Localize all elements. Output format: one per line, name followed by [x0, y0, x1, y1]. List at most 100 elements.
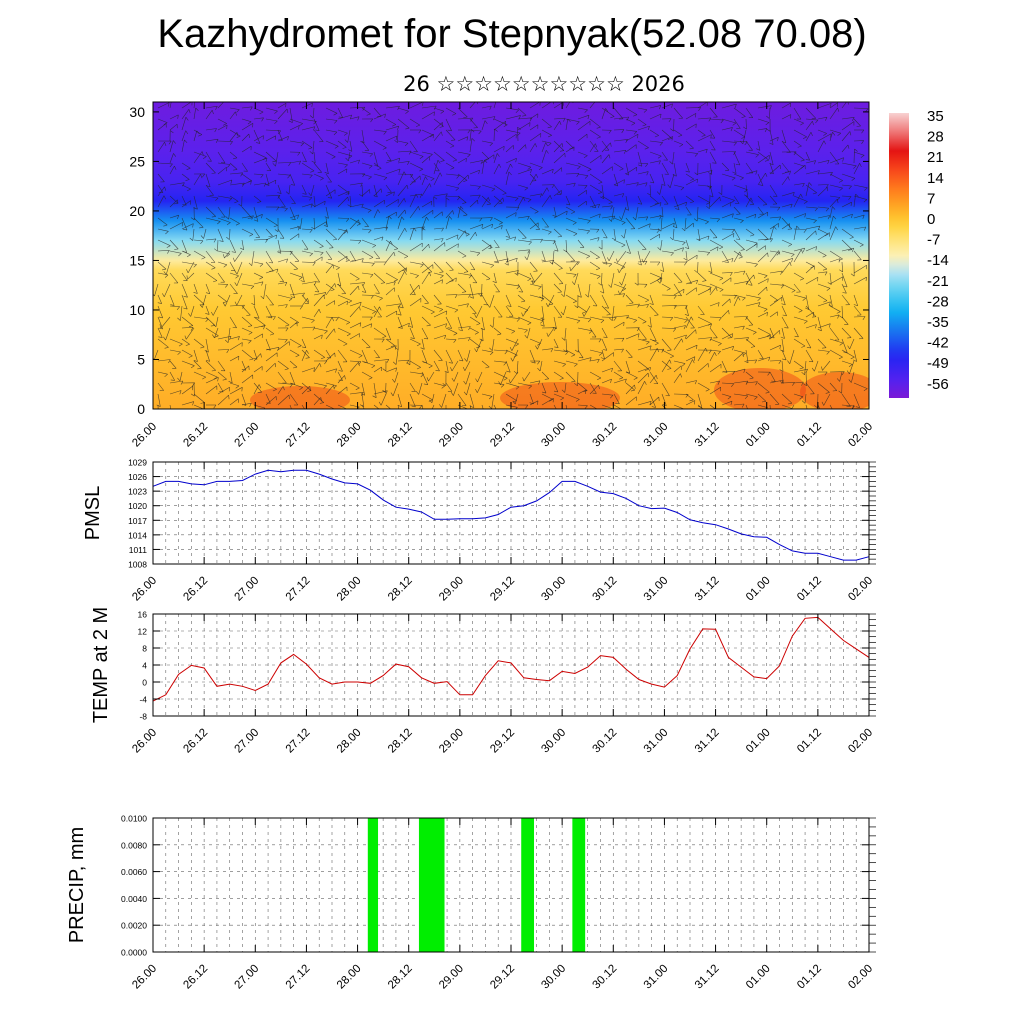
- wind-barb: [157, 102, 170, 109]
- wind-barb-flag: [789, 262, 792, 266]
- wind-barb: [349, 322, 361, 329]
- wind-barb-flag: [178, 343, 183, 347]
- wind-barb-flag: [757, 297, 761, 302]
- wind-barb: [205, 272, 218, 281]
- wind-barb: [421, 371, 429, 385]
- wind-barb: [757, 105, 772, 109]
- temp-ylabel: TEMP at 2 M: [90, 607, 112, 723]
- wind-barb-flag: [333, 328, 336, 333]
- wind-barb: [805, 132, 812, 142]
- wind-barb: [577, 404, 588, 406]
- wind-barb-flag: [805, 159, 810, 161]
- wind-barb-flag: [265, 158, 268, 163]
- wind-barb: [817, 349, 830, 352]
- wind-barb-flag: [535, 173, 539, 178]
- wind-barb: [709, 261, 713, 273]
- wind-barb: [517, 162, 531, 168]
- wind-barb-flag: [358, 240, 362, 244]
- wind-barb-flag: [158, 327, 163, 330]
- wind-barb: [637, 171, 649, 175]
- wind-barb-flag: [315, 129, 320, 131]
- wind-barb: [469, 393, 475, 408]
- wind-barb-flag: [498, 381, 501, 386]
- wind-barb: [661, 316, 673, 318]
- wind-barb: [181, 109, 190, 120]
- wind-barb-flag: [748, 284, 753, 286]
- wind-barb: [517, 127, 519, 142]
- wind-barb: [477, 382, 483, 393]
- wind-barb-flag: [404, 256, 409, 259]
- wind-barb-flag: [862, 214, 865, 219]
- wind-barb: [469, 138, 473, 153]
- wind-barb: [685, 344, 698, 351]
- wind-barb-flag: [334, 283, 337, 288]
- wind-barb: [337, 327, 351, 335]
- wind-barb-flag: [358, 219, 360, 224]
- wind-barb: [829, 276, 844, 285]
- wind-barb: [661, 393, 667, 406]
- wind-barb: [637, 360, 649, 370]
- wind-barb-flag: [302, 160, 307, 163]
- wind-barb-flag: [235, 223, 240, 226]
- x-tick-label: 02.00: [846, 727, 875, 756]
- wind-barb-flag: [608, 154, 611, 159]
- wind-barb: [709, 195, 711, 209]
- wind-barb: [637, 367, 651, 373]
- wind-barb-flag: [585, 294, 589, 298]
- wind-barb-flag: [537, 367, 541, 372]
- wind-barb: [493, 184, 507, 194]
- wind-barb-flag: [855, 193, 859, 198]
- wind-barb: [228, 206, 231, 220]
- wind-barb-flag: [599, 213, 601, 218]
- wind-barb: [421, 360, 433, 367]
- wind-barb-flag: [825, 117, 828, 121]
- wind-barb: [510, 371, 519, 384]
- wind-barb: [649, 305, 659, 316]
- wind-barb: [349, 301, 362, 307]
- wind-barb-flag: [476, 346, 481, 349]
- wind-barb: [553, 261, 563, 269]
- wind-barb: [492, 316, 495, 328]
- x-tick-label: 29.00: [437, 727, 466, 756]
- wind-barb: [241, 316, 253, 326]
- wind-barb: [505, 327, 515, 332]
- wind-barb-flag: [782, 314, 787, 317]
- wind-barb: [709, 151, 717, 164]
- wind-barb: [433, 272, 444, 276]
- wind-barb-flag: [210, 325, 215, 327]
- wind-barb-flag: [556, 414, 560, 415]
- wind-barb-flag: [455, 187, 459, 191]
- wind-barb-flag: [180, 380, 184, 385]
- wind-barb-flag: [488, 405, 492, 409]
- wind-barb: [529, 294, 545, 299]
- wind-barb: [661, 283, 671, 289]
- wind-barb: [685, 173, 695, 180]
- wind-barb: [817, 338, 827, 348]
- wind-barb-flag: [392, 361, 397, 365]
- wind-barb-flag: [159, 324, 162, 329]
- wind-barb: [673, 247, 684, 252]
- x-tick-label: 26.12: [181, 575, 210, 604]
- wind-barb: [589, 261, 600, 269]
- wind-barb: [187, 261, 195, 274]
- wind-barb: [385, 345, 397, 351]
- wind-barb: [229, 342, 243, 351]
- wind-barb: [589, 118, 601, 128]
- wind-barb-flag: [812, 121, 814, 126]
- wind-barb-flag: [537, 360, 541, 365]
- wind-barb: [721, 103, 737, 109]
- x-tick-label: 31.12: [693, 575, 722, 604]
- wind-barb-flag: [725, 169, 730, 172]
- wind-barb-flag: [183, 228, 188, 231]
- wind-barb: [397, 107, 409, 112]
- wind-barb-flag: [190, 327, 194, 331]
- wind-barb-flag: [368, 176, 372, 180]
- wind-barb-flag: [604, 307, 609, 309]
- wind-barb: [445, 162, 455, 169]
- wind-barb: [685, 140, 694, 149]
- wind-barb: [493, 404, 497, 409]
- wind-barb-flag: [832, 206, 836, 210]
- wind-barb-flag: [258, 384, 262, 389]
- wind-barb: [373, 306, 380, 318]
- wind-barb-flag: [347, 204, 352, 207]
